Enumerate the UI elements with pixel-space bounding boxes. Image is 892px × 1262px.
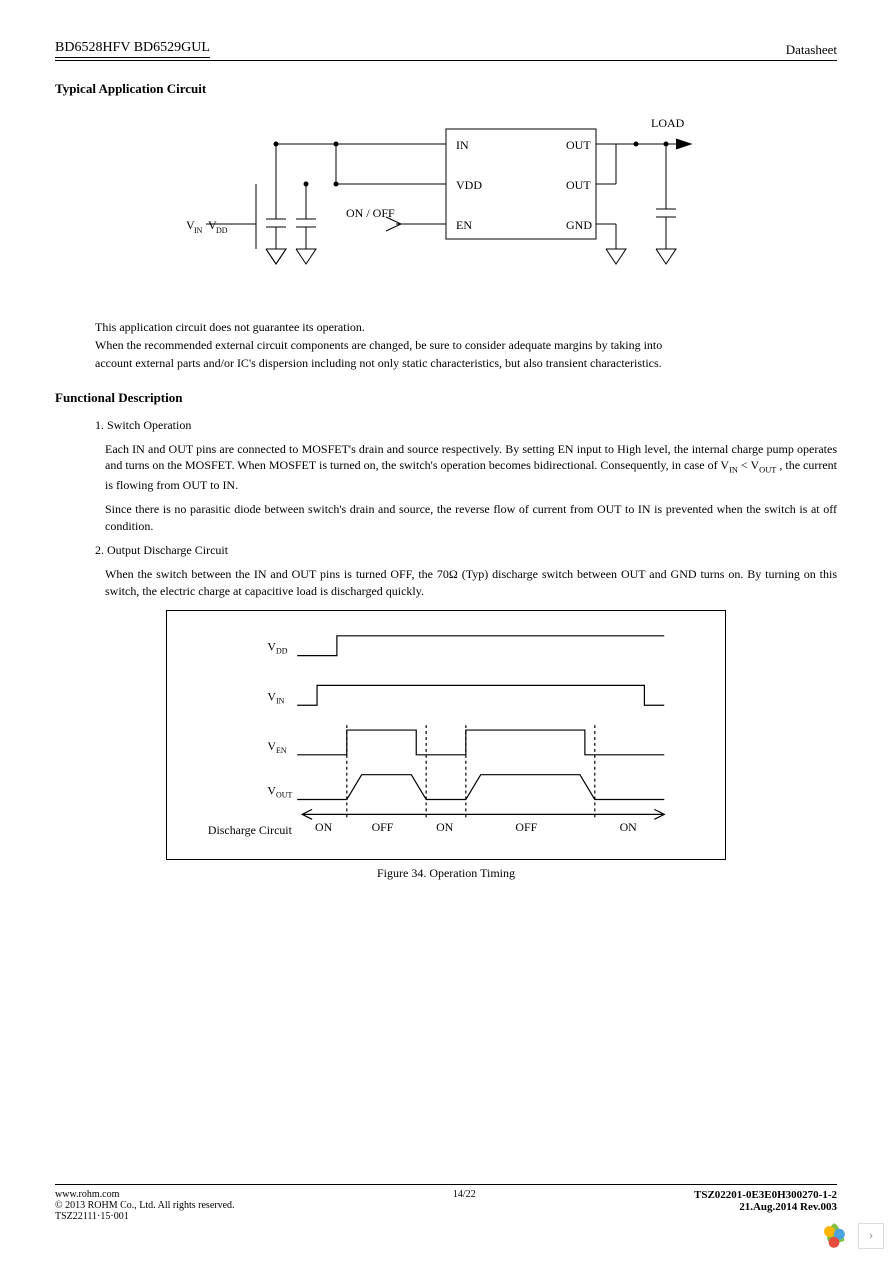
svg-text:Discharge Circuit: Discharge Circuit xyxy=(208,823,293,837)
figure-caption: Figure 34. Operation Timing xyxy=(55,866,837,881)
page-header: BD6528HFV BD6529GUL Datasheet xyxy=(55,40,837,61)
footer-page-number: 14/22 xyxy=(235,1189,694,1200)
svg-text:LOAD: LOAD xyxy=(651,116,685,130)
page-footer: www.rohm.com © 2013 ROHM Co., Ltd. All r… xyxy=(55,1184,837,1222)
svg-text:DD: DD xyxy=(216,226,228,235)
svg-text:OFF: OFF xyxy=(515,820,537,834)
svg-text:OUT: OUT xyxy=(566,138,591,152)
note-line: This application circuit does not guaran… xyxy=(95,319,837,335)
svg-text:ON: ON xyxy=(436,820,454,834)
application-notes: This application circuit does not guaran… xyxy=(95,319,837,372)
paragraph: Each IN and OUT pins are connected to MO… xyxy=(105,441,837,494)
footer-copyright: © 2013 ROHM Co., Ltd. All rights reserve… xyxy=(55,1200,235,1211)
svg-text:ON / OFF: ON / OFF xyxy=(346,206,395,220)
doc-type-label: Datasheet xyxy=(786,42,837,58)
svg-text:OFF: OFF xyxy=(372,820,394,834)
svg-text:VIN: VIN xyxy=(267,689,284,705)
paragraph: When the switch between the IN and OUT p… xyxy=(105,566,837,600)
subsection-discharge: 2. Output Discharge Circuit xyxy=(95,543,837,558)
svg-text:VEN: VEN xyxy=(267,738,286,754)
svg-text:VDD: VDD xyxy=(267,639,287,655)
next-page-button[interactable]: › xyxy=(858,1223,884,1249)
svg-text:GND: GND xyxy=(566,218,592,232)
svg-text:OUT: OUT xyxy=(566,178,591,192)
svg-text:VOUT: VOUT xyxy=(267,783,292,799)
svg-text:IN: IN xyxy=(194,226,203,235)
svg-text:VDD: VDD xyxy=(456,178,482,192)
functional-description-body: 1. Switch Operation Each IN and OUT pins… xyxy=(95,418,837,600)
subsection-switch-op: 1. Switch Operation xyxy=(95,418,837,433)
section-title-func-desc: Functional Description xyxy=(55,390,837,406)
svg-text:ON: ON xyxy=(620,820,638,834)
paragraph: Since there is no parasitic diode betwee… xyxy=(105,501,837,535)
note-line: When the recommended external circuit co… xyxy=(95,337,837,353)
footer-code: TSZ22111·15·001 xyxy=(55,1211,235,1222)
part-numbers: BD6528HFV BD6529GUL xyxy=(55,40,210,58)
note-line: account external parts and/or IC's dispe… xyxy=(95,355,837,371)
svg-text:ON: ON xyxy=(315,820,333,834)
footer-date-rev: 21.Aug.2014 Rev.003 xyxy=(694,1201,837,1213)
timing-diagram: VDD VIN VEN VOUT Discharge Circuit ON OF… xyxy=(166,610,726,860)
footer-url: www.rohm.com xyxy=(55,1189,235,1200)
application-circuit-diagram: IN VDD EN OUT OUT GND LOAD ON / OFF V IN… xyxy=(146,109,746,289)
logo-icon xyxy=(816,1218,852,1254)
section-title-app-circuit: Typical Application Circuit xyxy=(55,81,837,97)
footer-doc-id: TSZ02201-0E3E0H300270-1-2 xyxy=(694,1189,837,1201)
svg-text:IN: IN xyxy=(456,138,469,152)
viewer-nav: › xyxy=(816,1218,884,1254)
svg-text:EN: EN xyxy=(456,218,472,232)
